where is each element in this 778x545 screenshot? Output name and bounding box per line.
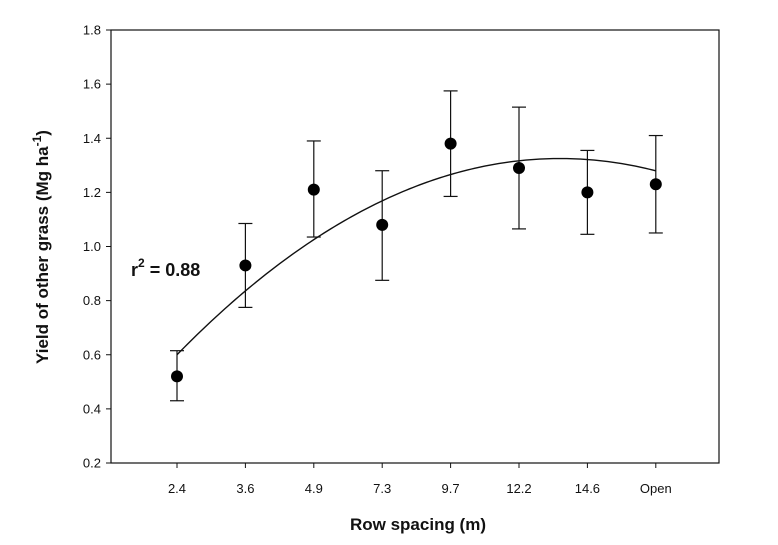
x-axis-ticks: 2.4 3.6 4.9 7.3 9.7 12.2 14.6 Open — [168, 463, 672, 496]
x-tick-label: 4.9 — [305, 481, 323, 496]
data-point — [376, 218, 389, 231]
fit-curve — [176, 157, 656, 356]
plot-area-frame — [110, 29, 720, 464]
data-point — [444, 137, 457, 150]
data-point — [171, 370, 183, 383]
data-point — [513, 162, 525, 175]
y-tick-label: 1.6 — [83, 77, 101, 92]
r-squared-superscript: 2 — [138, 256, 145, 270]
data-points — [170, 90, 663, 402]
data-point-group — [443, 90, 458, 198]
y-axis-title: Yield of other grass (Mg ha-1) — [30, 130, 52, 364]
x-tick-label: 12.2 — [506, 481, 531, 496]
data-point-group — [306, 140, 321, 238]
x-tick-label: 2.4 — [168, 481, 186, 496]
y-axis-ticks: 0.2 0.4 0.6 0.8 1.0 1.2 1.4 1.6 1.8 — [83, 23, 111, 471]
y-tick-label: 0.8 — [83, 293, 101, 308]
y-axis-title-suffix: ) — [33, 130, 52, 136]
data-point — [239, 259, 252, 272]
y-tick-label: 0.4 — [83, 401, 101, 416]
data-point — [307, 183, 320, 196]
x-tick-label: 14.6 — [575, 481, 600, 496]
x-tick-label: Open — [640, 481, 672, 496]
data-point — [581, 186, 594, 199]
r-squared-value: = 0.88 — [145, 260, 201, 280]
data-point-group — [170, 350, 184, 402]
y-tick-label: 1.0 — [83, 239, 101, 254]
data-point-group — [375, 170, 390, 281]
data-point-group — [238, 222, 253, 308]
y-tick-label: 1.2 — [83, 185, 101, 200]
r-squared-base: r — [131, 260, 138, 280]
data-point-group — [580, 149, 595, 235]
data-point-group — [512, 106, 526, 230]
x-tick-label: 7.3 — [373, 481, 391, 496]
x-tick-label: 9.7 — [442, 481, 460, 496]
y-tick-label: 1.8 — [83, 23, 101, 38]
y-axis-title-main: Yield of other grass (Mg ha — [33, 146, 52, 364]
x-axis-title: Row spacing (m) — [350, 515, 486, 534]
r-squared-annotation: r2 = 0.88 — [131, 256, 200, 280]
x-tick-label: 3.6 — [236, 481, 254, 496]
y-axis-title-superscript: -1 — [30, 135, 44, 146]
y-tick-label: 1.4 — [83, 131, 101, 146]
data-point-group — [648, 134, 663, 234]
y-tick-label: 0.6 — [83, 347, 101, 362]
y-tick-label: 0.2 — [83, 456, 101, 471]
data-point — [649, 178, 662, 191]
